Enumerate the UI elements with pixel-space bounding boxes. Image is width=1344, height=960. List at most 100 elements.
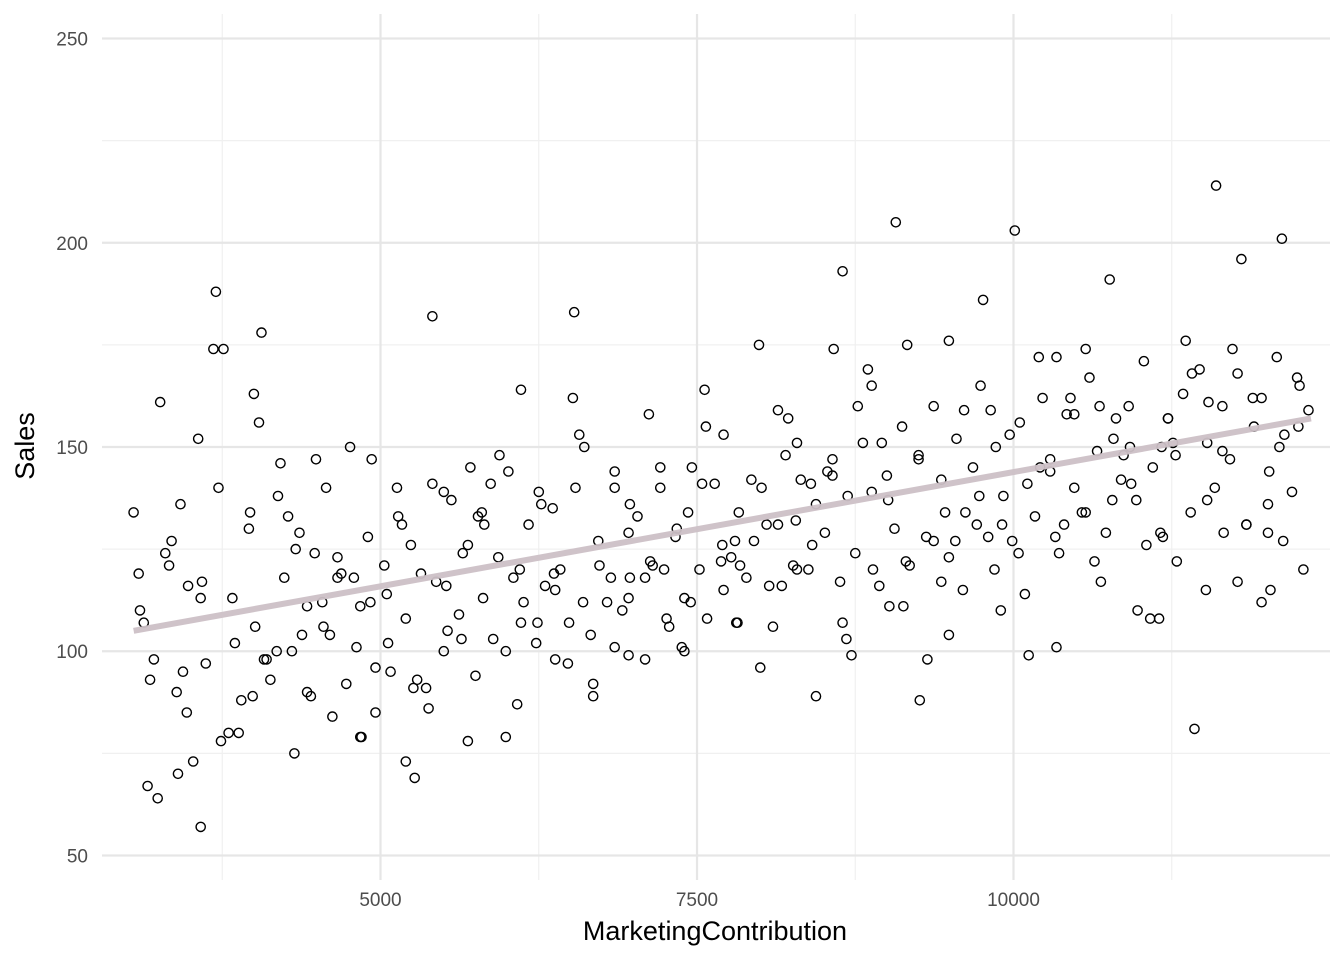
data-point [208, 343, 219, 355]
data-point [974, 490, 985, 502]
data-point [803, 564, 814, 575]
data-point [852, 400, 864, 412]
y-tick-label: 100 [56, 642, 88, 663]
data-point [574, 429, 585, 441]
data-point [265, 674, 276, 686]
data-point [1050, 531, 1061, 543]
data-point [332, 552, 343, 563]
data-point [971, 519, 983, 530]
data-point [1185, 507, 1196, 518]
data-point [701, 613, 713, 624]
data-point [767, 621, 779, 633]
data-point [658, 564, 670, 575]
data-point [1170, 449, 1181, 461]
data-point [500, 645, 512, 657]
data-point [715, 556, 727, 567]
data-point [1108, 433, 1119, 445]
data-point [1241, 519, 1252, 530]
data-point [827, 453, 838, 465]
data-point [841, 633, 852, 645]
data-point [632, 511, 643, 522]
data-point [696, 478, 708, 490]
x-tick-label: 10000 [987, 890, 1040, 911]
data-point [465, 462, 476, 473]
data-point [734, 560, 746, 571]
data-point [819, 527, 831, 539]
data-point [154, 396, 166, 408]
data-point [884, 601, 895, 612]
data-point [1019, 588, 1031, 600]
y-axis-title: Sales [10, 412, 40, 480]
data-point [1186, 368, 1198, 379]
data-point [470, 670, 481, 682]
data-point [1265, 584, 1276, 596]
data-point [192, 433, 204, 445]
data-point [1256, 596, 1267, 608]
data-point [548, 568, 560, 579]
y-tick-label: 200 [56, 234, 88, 255]
data-point [958, 404, 970, 416]
data-point [1138, 355, 1150, 367]
data-point [850, 547, 861, 559]
data-point [227, 592, 238, 604]
data-point [289, 748, 300, 759]
data-point [1277, 535, 1289, 547]
data-point [732, 617, 743, 629]
data-point [1125, 478, 1137, 490]
data-point [1022, 478, 1033, 490]
data-point [457, 547, 469, 559]
data-point [1051, 641, 1062, 653]
trend-line [133, 415, 1312, 634]
data-point [617, 605, 628, 616]
data-point [913, 453, 924, 465]
data-point [563, 617, 575, 629]
data-point [523, 519, 534, 530]
data-point [324, 629, 336, 641]
data-point [562, 658, 574, 669]
data-point [549, 584, 561, 596]
data-point [294, 527, 305, 539]
data-point [515, 384, 527, 396]
data-point [985, 404, 997, 416]
data-point [761, 519, 772, 530]
data-point [1107, 494, 1118, 506]
data-point [587, 690, 599, 702]
data-point [271, 645, 283, 657]
data-point [1037, 392, 1048, 404]
data-point [1224, 453, 1236, 465]
data-point [171, 686, 182, 698]
data-point [378, 560, 390, 571]
data-point [366, 453, 378, 465]
data-point [423, 703, 434, 714]
data-point [532, 617, 543, 629]
data-point [327, 711, 338, 722]
data-point [487, 633, 499, 645]
data-point [492, 552, 504, 563]
data-point [1291, 372, 1303, 383]
data-point [957, 584, 969, 596]
data-point [1023, 650, 1034, 661]
data-point [990, 441, 1002, 453]
data-point [1217, 445, 1228, 457]
data-point [644, 556, 656, 567]
data-point [442, 625, 453, 637]
data-point [1094, 400, 1105, 412]
data-point [1080, 343, 1091, 355]
data-point [1004, 429, 1016, 441]
data-point [709, 478, 721, 490]
data-point [791, 437, 803, 449]
data-point [213, 482, 224, 494]
data-point [570, 482, 581, 494]
data-point [790, 515, 802, 526]
data-point [248, 388, 260, 400]
data-point [247, 690, 258, 702]
data-point [914, 695, 926, 706]
data-point [438, 645, 450, 657]
data-point [427, 310, 438, 322]
data-point [438, 486, 450, 498]
data-point [718, 429, 729, 441]
data-point [782, 413, 794, 424]
data-point [1209, 482, 1221, 494]
data-point [837, 265, 848, 277]
